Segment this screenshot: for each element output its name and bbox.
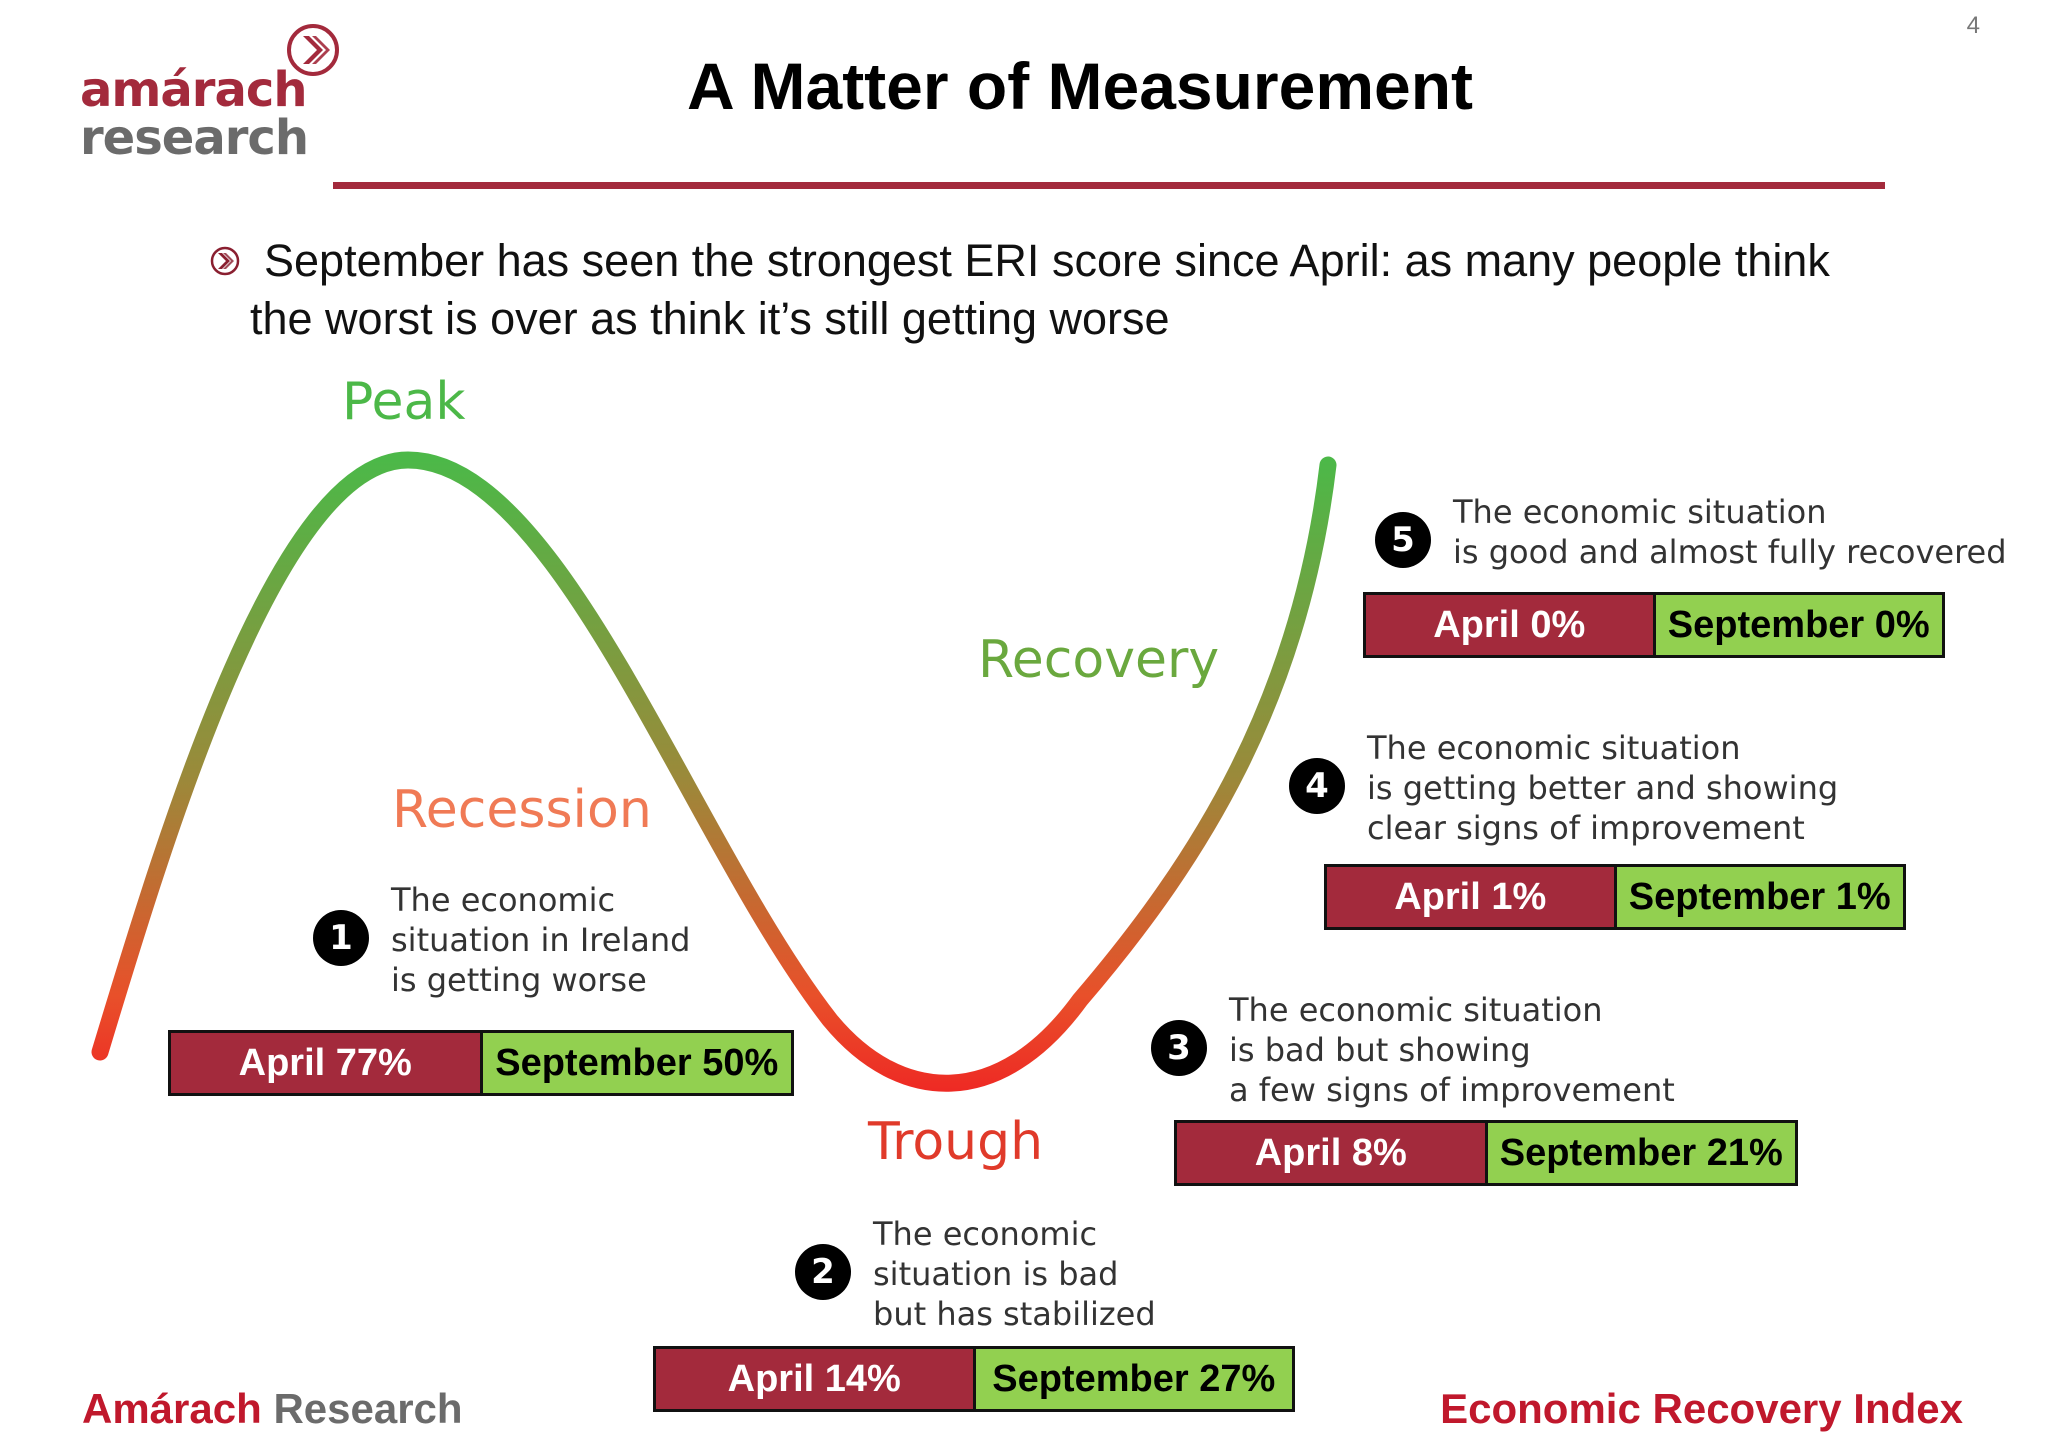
stage-4-april-value: April 1% [1327,867,1614,927]
stage-5-line-1: The economic situation [1453,493,1827,531]
summary-bullet: September has seen the strongest ERI sco… [250,235,1830,344]
footer-brand-name: Amárach [82,1385,262,1432]
phase-label-recovery: Recovery [978,630,1220,690]
stage-3-line-3: a few signs of improvement [1229,1071,1675,1109]
stage-5-number-badge: 5 [1375,512,1431,568]
stage-1-september-value: September 50% [479,1033,791,1093]
stage-4: 4 The economic situation is getting bett… [1289,728,1838,848]
stage-3-result-bar: April 8% September 21% [1174,1120,1798,1186]
footer-report-name: Economic Recovery Index [1440,1385,1963,1432]
stage-3-april-value: April 8% [1177,1123,1485,1183]
stage-1-description: The economic situation in Ireland is get… [391,880,690,1000]
stage-4-line-2: is getting better and showing [1367,769,1839,807]
stage-3-line-2: is bad but showing [1229,1031,1531,1069]
stage-4-line-1: The economic situation [1367,729,1741,767]
stage-5-description: The economic situation is good and almos… [1453,492,2007,572]
stage-1: 1 The economic situation in Ireland is g… [313,880,690,1000]
page-title: A Matter of Measurement [686,49,1474,123]
stage-5-september-value: September 0% [1652,595,1942,655]
stage-2-line-3: but has stabilized [873,1295,1156,1333]
stage-2: 2 The economic situation is bad but has … [795,1214,1156,1334]
stage-3: 3 The economic situation is bad but show… [1151,990,1675,1110]
stage-3-description: The economic situation is bad but showin… [1229,990,1675,1110]
stage-1-number-badge: 1 [313,910,369,966]
stage-4-line-3: clear signs of improvement [1367,809,1805,847]
stage-2-result-bar: April 14% September 27% [653,1346,1295,1412]
stage-1-line-3: is getting worse [391,961,647,999]
stage-2-number-badge: 2 [795,1244,851,1300]
stage-4-description: The economic situation is getting better… [1367,728,1838,848]
stage-5-line-2: is good and almost fully recovered [1453,533,2007,571]
stage-1-result-bar: April 77% September 50% [168,1030,794,1096]
phase-label-trough: Trough [868,1112,1044,1172]
stage-1-line-1: The economic [391,881,616,919]
phase-label-recession: Recession [392,780,652,840]
footer-brand: Amárach Research [82,1385,463,1433]
stage-2-september-value: September 27% [972,1349,1292,1409]
stage-5: 5 The economic situation is good and alm… [1375,492,2007,572]
logo-word-research: research [80,110,309,166]
stage-4-september-value: September 1% [1613,867,1903,927]
page-number: 4 [1966,12,1980,39]
stage-3-september-value: September 21% [1484,1123,1795,1183]
stage-3-number-badge: 3 [1151,1020,1207,1076]
stage-2-line-2: situation is bad [873,1255,1119,1293]
phase-label-peak: Peak [342,372,466,432]
stage-4-number-badge: 4 [1289,758,1345,814]
logo: amárach research [80,22,350,172]
stage-3-line-1: The economic situation [1229,991,1603,1029]
stage-1-line-2: situation in Ireland [391,921,691,959]
stage-2-line-1: The economic [873,1215,1098,1253]
stage-2-april-value: April 14% [656,1349,973,1409]
stage-5-result-bar: April 0% September 0% [1363,592,1945,658]
footer-brand-suffix: Research [273,1385,463,1432]
cycle-curve-line [91,451,1337,1092]
stage-4-result-bar: April 1% September 1% [1324,864,1906,930]
stage-2-description: The economic situation is bad but has st… [873,1214,1156,1334]
chevron-logo-icon [287,24,339,76]
bullet-chevron-icon [210,246,240,276]
logo-word-amarach: amárach [80,62,307,118]
title-divider [333,182,1885,189]
stage-1-april-value: April 77% [171,1033,480,1093]
stage-5-april-value: April 0% [1366,595,1653,655]
